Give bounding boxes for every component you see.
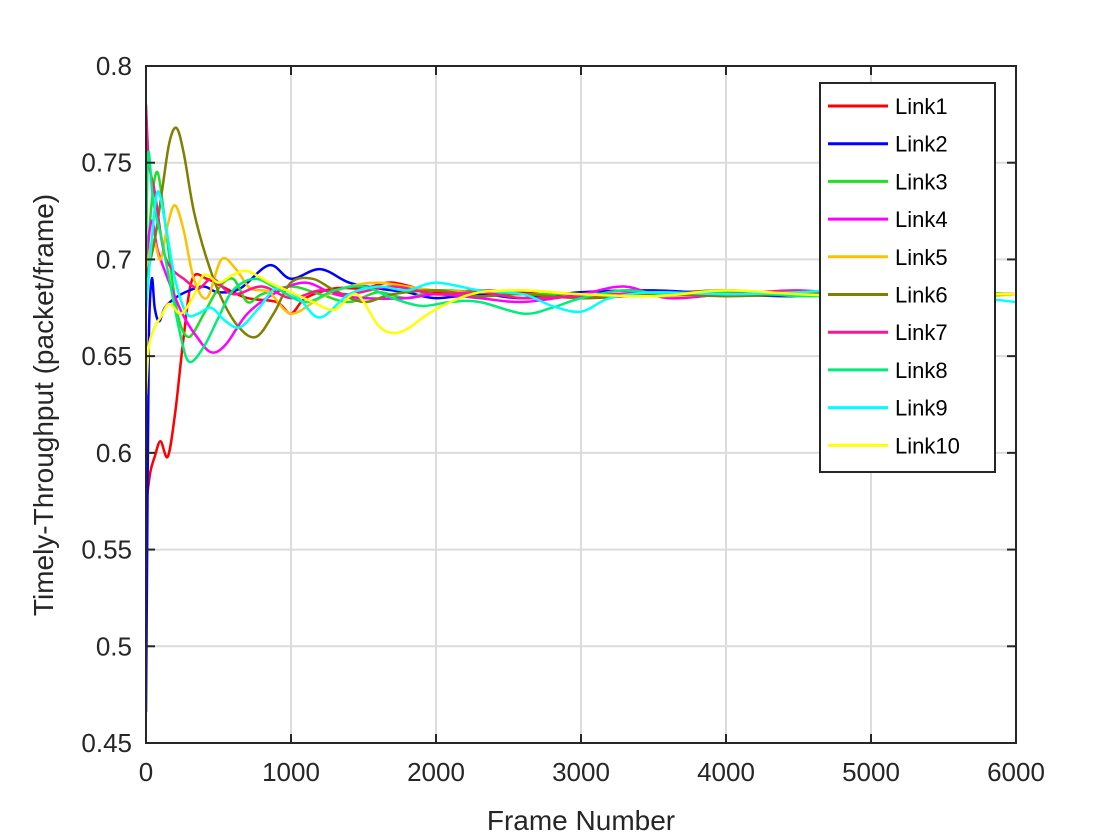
legend-label-link4: Link4	[895, 207, 948, 232]
y-tick-label: 0.8	[96, 51, 132, 81]
x-tick-labels: 0 1000 2000 3000 4000 5000 6000	[139, 757, 1045, 787]
y-tick-label: 0.6	[96, 438, 132, 468]
y-tick-label: 0.75	[81, 148, 132, 178]
legend-label-link8: Link8	[895, 358, 948, 383]
x-tick-label: 4000	[697, 757, 755, 787]
y-tick-label: 0.55	[81, 535, 132, 565]
legend: Link1 Link2 Link3 Link4 Link5 Link6 Link7 Link8…	[819, 82, 996, 473]
legend-label-link2: Link2	[895, 132, 948, 157]
y-tick-labels: 0.45 0.5 0.55 0.6 0.65 0.7 0.75 0.8	[81, 51, 132, 758]
x-tick-label: 2000	[407, 757, 465, 787]
legend-label-link1: Link1	[895, 94, 948, 119]
series-lines	[146, 104, 1016, 713]
x-tick-label: 3000	[552, 757, 610, 787]
x-tick-label: 1000	[262, 757, 320, 787]
series-line-link6	[146, 126, 1016, 339]
legend-label-link5: Link5	[895, 245, 948, 270]
x-tick-label: 0	[139, 757, 153, 787]
y-tick-label: 0.7	[96, 244, 132, 274]
legend-label-link6: Link6	[895, 283, 948, 308]
x-tick-label: 6000	[987, 757, 1045, 787]
y-tick-label: 0.65	[81, 341, 132, 371]
y-tick-label: 0.5	[96, 631, 132, 661]
axis-ticks	[145, 65, 1017, 744]
legend-label-link9: Link9	[895, 396, 948, 421]
legend-label-link7: Link7	[895, 320, 948, 345]
x-axis-title: Frame Number	[487, 805, 675, 836]
x-tick-label: 5000	[842, 757, 900, 787]
y-axis-title: Timely-Throughput (packet/frame)	[28, 194, 59, 616]
y-tick-label: 0.45	[81, 728, 132, 758]
series-line-link9	[146, 190, 1016, 329]
legend-label-link3: Link3	[895, 169, 948, 194]
legend-label-link10: Link10	[895, 433, 960, 458]
series-line-link10	[146, 269, 1016, 395]
